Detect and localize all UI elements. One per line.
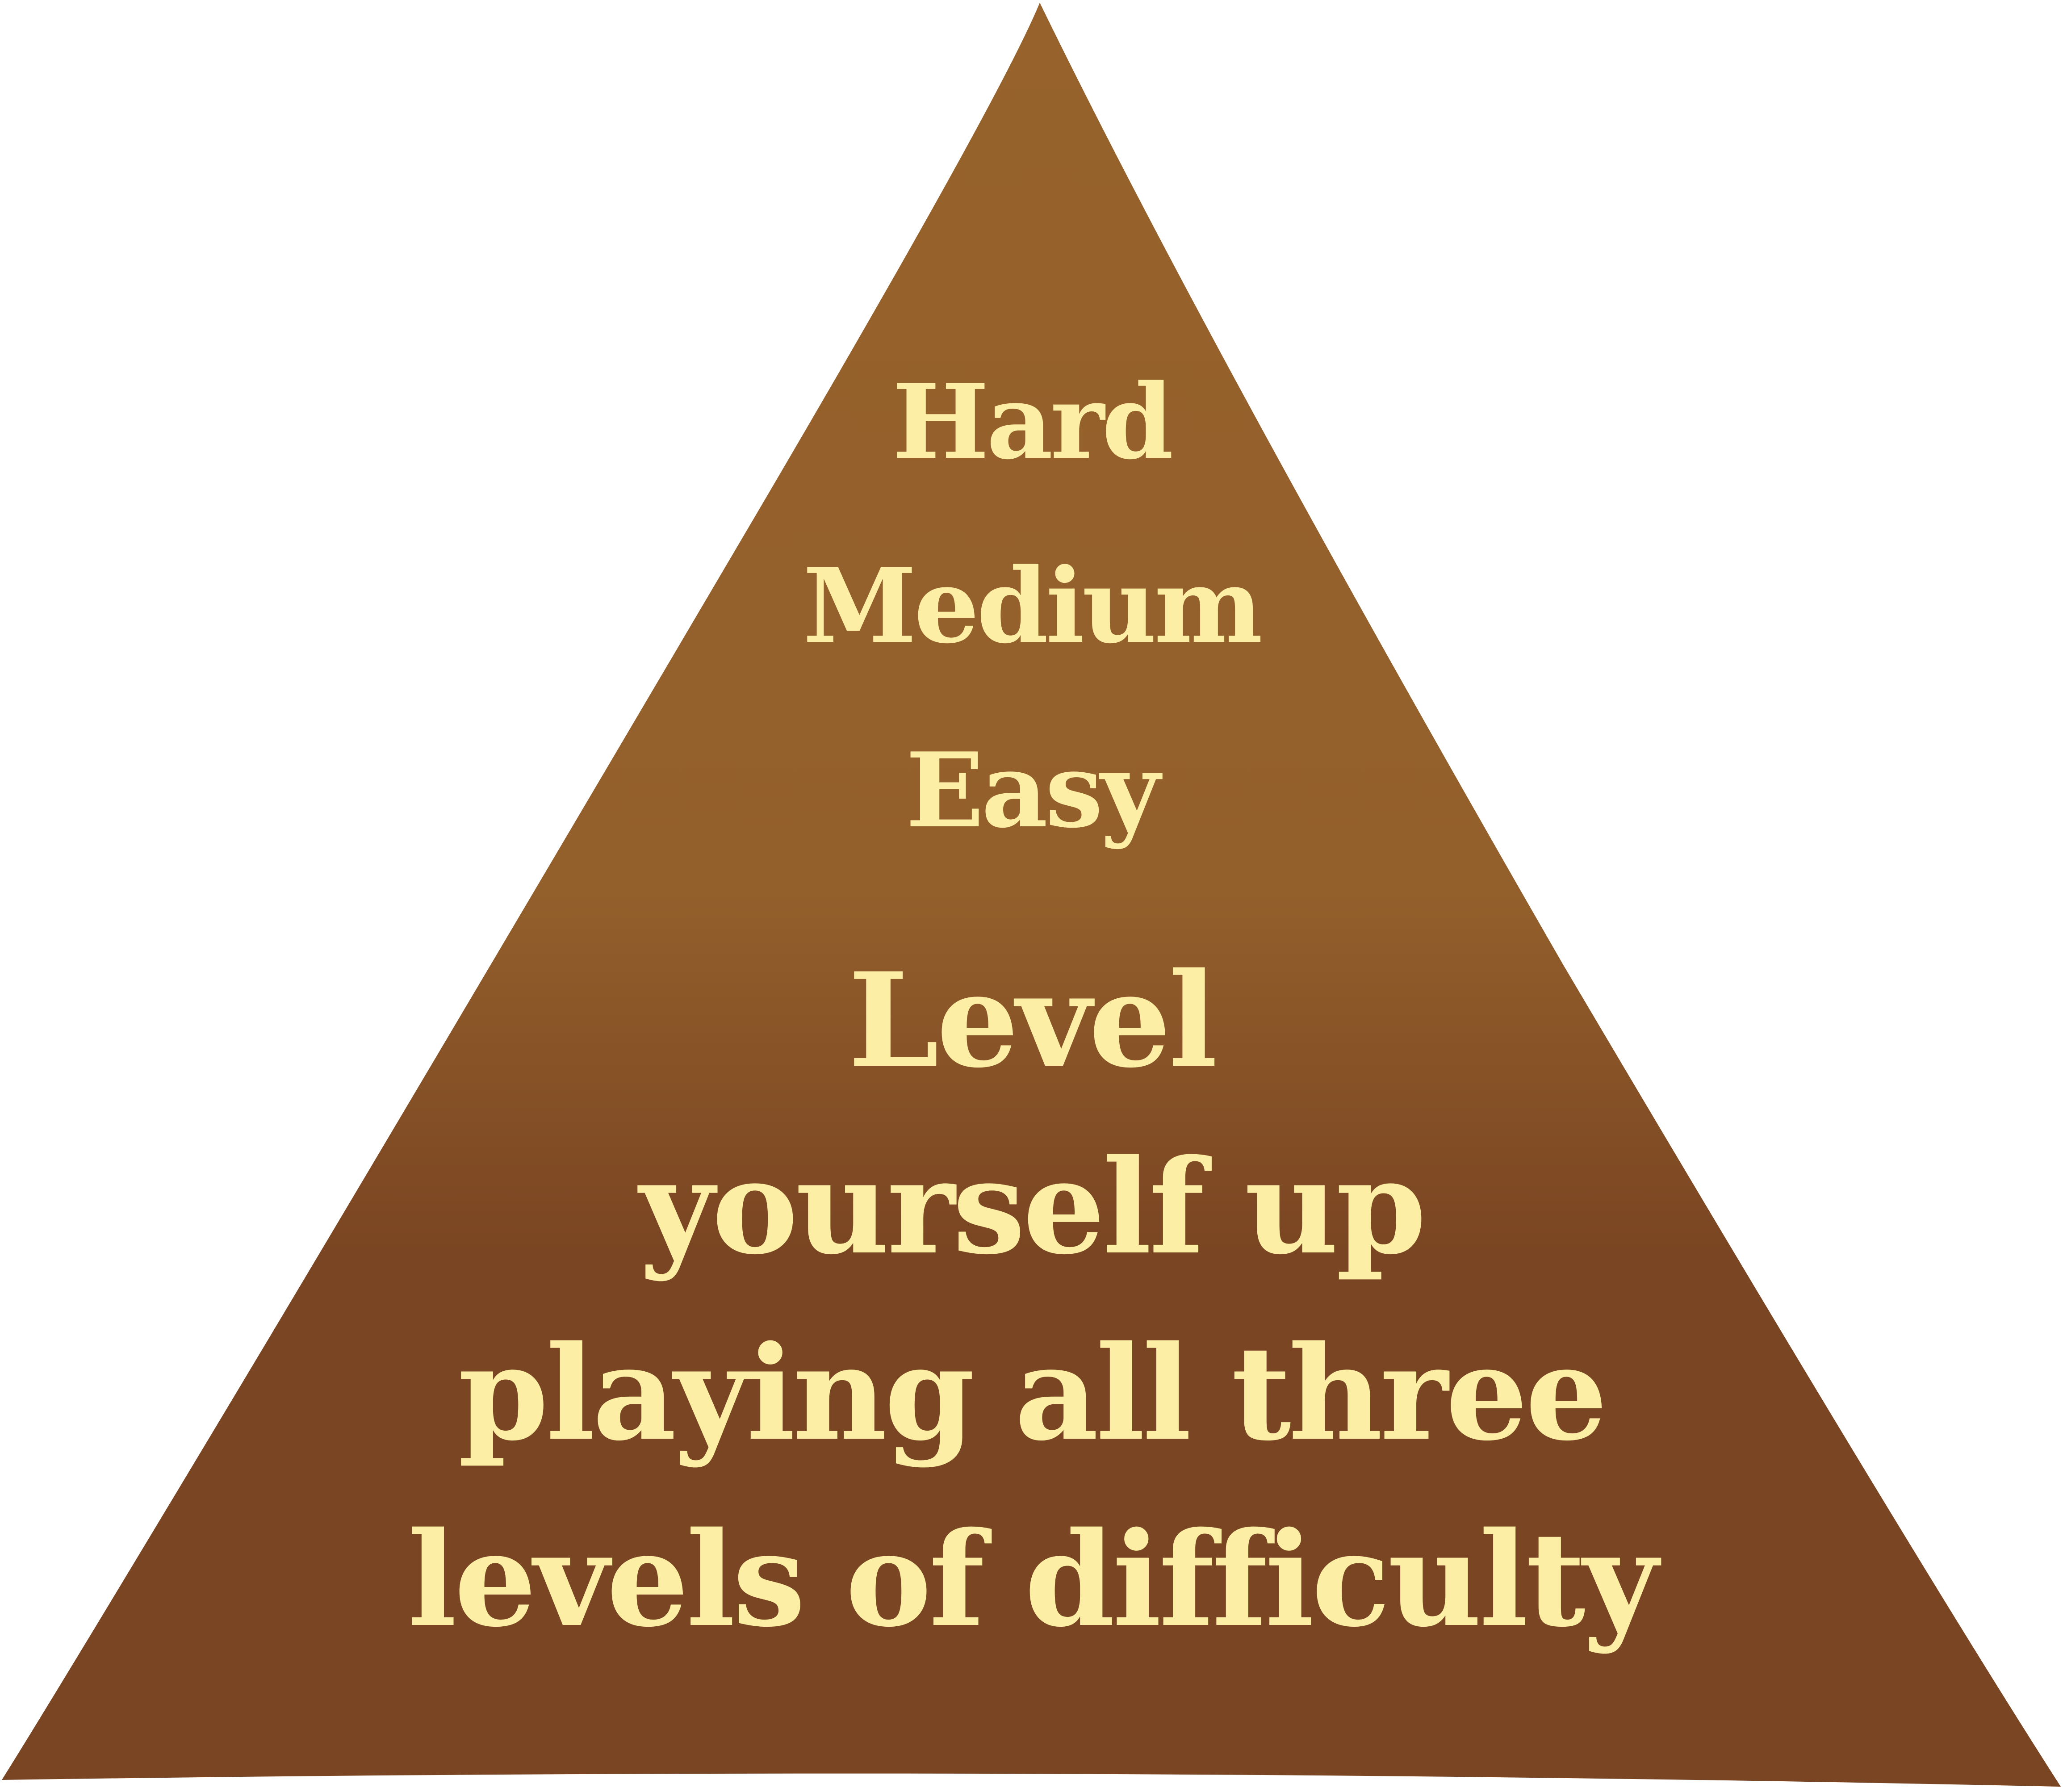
message-line-2: yourself up bbox=[639, 1131, 1427, 1283]
level-easy-label: Easy bbox=[905, 730, 1160, 851]
pyramid-triangle bbox=[2, 3, 2061, 1787]
level-medium-label: Medium bbox=[803, 546, 1263, 666]
level-hard-label: Hard bbox=[892, 362, 1173, 482]
message-line-1: Level bbox=[848, 945, 1218, 1097]
message-line-4: levels of difficulty bbox=[407, 1504, 1658, 1656]
message-line-3: playing all three bbox=[458, 1318, 1608, 1470]
